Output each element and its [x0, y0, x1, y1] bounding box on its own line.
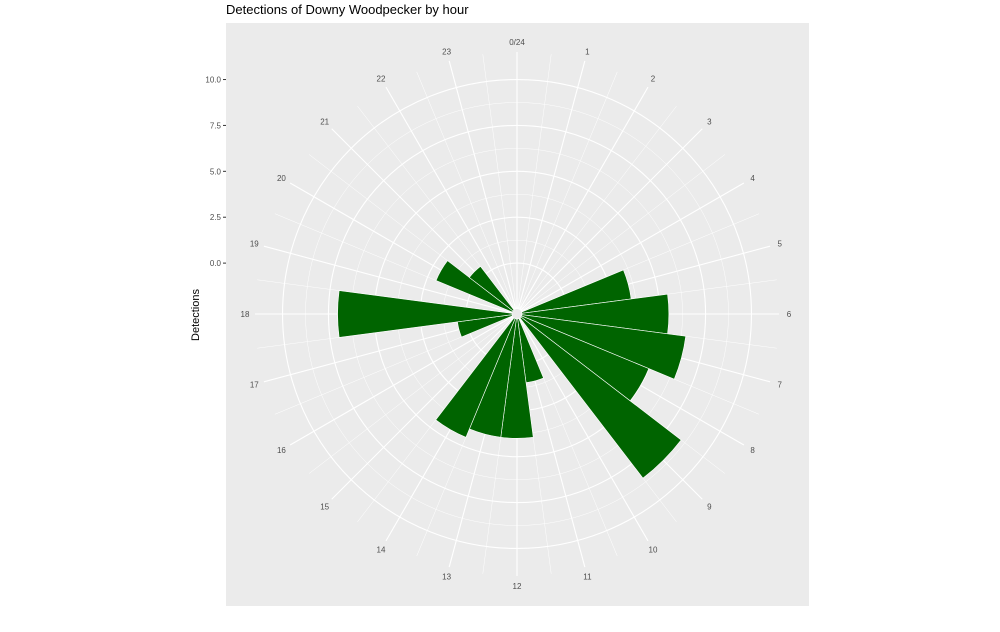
hour-label-1: 1: [585, 47, 590, 56]
major-grid-spoke: [519, 318, 649, 542]
y-tick-label: 7.5: [210, 121, 222, 130]
hour-label-19: 19: [250, 240, 259, 249]
hour-labels: 0/24123456789101112131415161718192021222…: [241, 38, 792, 591]
major-grid-spoke: [289, 316, 513, 446]
hour-label-20: 20: [277, 174, 286, 183]
major-grid-spoke: [385, 86, 515, 310]
hour-label-17: 17: [250, 380, 259, 389]
minor-grid-spoke: [518, 71, 618, 310]
hour-label-4: 4: [750, 174, 755, 183]
minor-grid-spoke: [517, 54, 552, 310]
y-tick-label: 10.0: [205, 76, 221, 85]
bar-hour-7: [521, 314, 687, 380]
minor-grid-spoke: [519, 105, 677, 311]
minor-grid-spoke: [482, 54, 517, 310]
hour-label-23: 23: [442, 47, 451, 56]
hour-label-6: 6: [787, 310, 792, 319]
hour-label-8: 8: [750, 446, 755, 455]
bar-hour-14: [435, 317, 516, 438]
bar-hour-9: [519, 316, 682, 479]
y-tick-label: 5.0: [210, 167, 222, 176]
hour-label-11: 11: [583, 573, 592, 582]
major-grid-spoke: [517, 60, 586, 310]
minor-grid-spoke: [308, 316, 514, 474]
minor-grid-spoke: [520, 154, 726, 312]
bar-hour-21: [468, 265, 515, 312]
chart-title: Detections of Downy Woodpecker by hour: [226, 2, 469, 17]
bar-hour-20: [435, 260, 514, 313]
hour-label-15: 15: [320, 502, 329, 511]
minor-grid-spoke: [416, 71, 516, 310]
y-tick-label: 0.0: [210, 259, 222, 268]
y-tick-label: 2.5: [210, 213, 222, 222]
hour-label-18: 18: [241, 310, 250, 319]
major-grid-spoke: [521, 182, 745, 312]
major-grid-spoke: [448, 60, 517, 310]
hour-label-10: 10: [649, 546, 658, 555]
hour-label-16: 16: [277, 446, 286, 455]
bars: [337, 260, 687, 479]
hour-label-9: 9: [707, 502, 712, 511]
major-grid-spoke: [520, 128, 703, 311]
hour-label-7: 7: [778, 380, 783, 389]
hour-label-22: 22: [377, 74, 386, 83]
hour-label-21: 21: [320, 118, 329, 127]
major-grid-spoke: [519, 86, 649, 310]
major-grid-spoke: [263, 245, 513, 314]
hour-label-12: 12: [513, 582, 522, 591]
bar-hour-18: [337, 290, 513, 338]
major-grid-spoke: [331, 317, 514, 500]
hour-label-3: 3: [707, 118, 712, 127]
hour-label-2: 2: [651, 74, 656, 83]
y-axis: 0.0 2.5 5.0 7.5 10.0: [205, 76, 226, 268]
hour-label-14: 14: [377, 546, 386, 555]
hour-label-5: 5: [778, 240, 783, 249]
hour-label-0: 0/24: [509, 38, 525, 47]
hour-label-13: 13: [442, 573, 451, 582]
